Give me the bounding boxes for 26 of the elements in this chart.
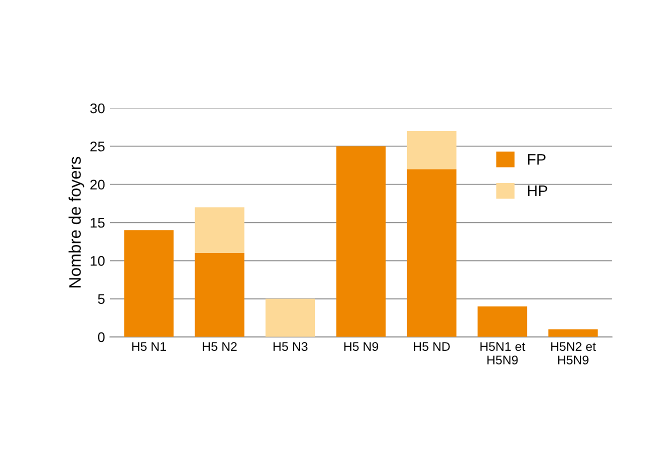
x-tick-label: H5 ND [414, 342, 450, 351]
y-tick-label: 25 [90, 142, 105, 152]
x-tick-label: H5N2 et H5N9 [551, 342, 596, 364]
x-tick-label: H5 N3 [274, 342, 308, 351]
bar [194, 207, 244, 254]
x-tick-label: H5 N1 [132, 342, 166, 351]
y-tick-label: 20 [90, 180, 105, 190]
bar [266, 298, 316, 337]
bar [406, 169, 456, 337]
bar [406, 130, 456, 170]
bar [548, 329, 598, 337]
y-tick-label: 0 [98, 332, 105, 342]
bar [478, 306, 528, 337]
bar [124, 230, 174, 337]
bar [336, 146, 386, 337]
y-tick-label: 5 [98, 294, 105, 304]
bar [194, 253, 244, 337]
x-tick-label: H5 N2 [202, 342, 237, 351]
y-axis-title: Nombre de foyers [68, 156, 84, 288]
y-tick-label: 30 [90, 103, 105, 114]
x-tick-label: H5 N9 [344, 342, 378, 351]
legend-label: FP [528, 154, 546, 165]
y-tick-label: 15 [90, 218, 105, 228]
x-tick-label: H5N1 et H5N9 [480, 342, 526, 364]
y-tick-label: 10 [90, 256, 105, 266]
legend-label: HP [528, 186, 548, 196]
